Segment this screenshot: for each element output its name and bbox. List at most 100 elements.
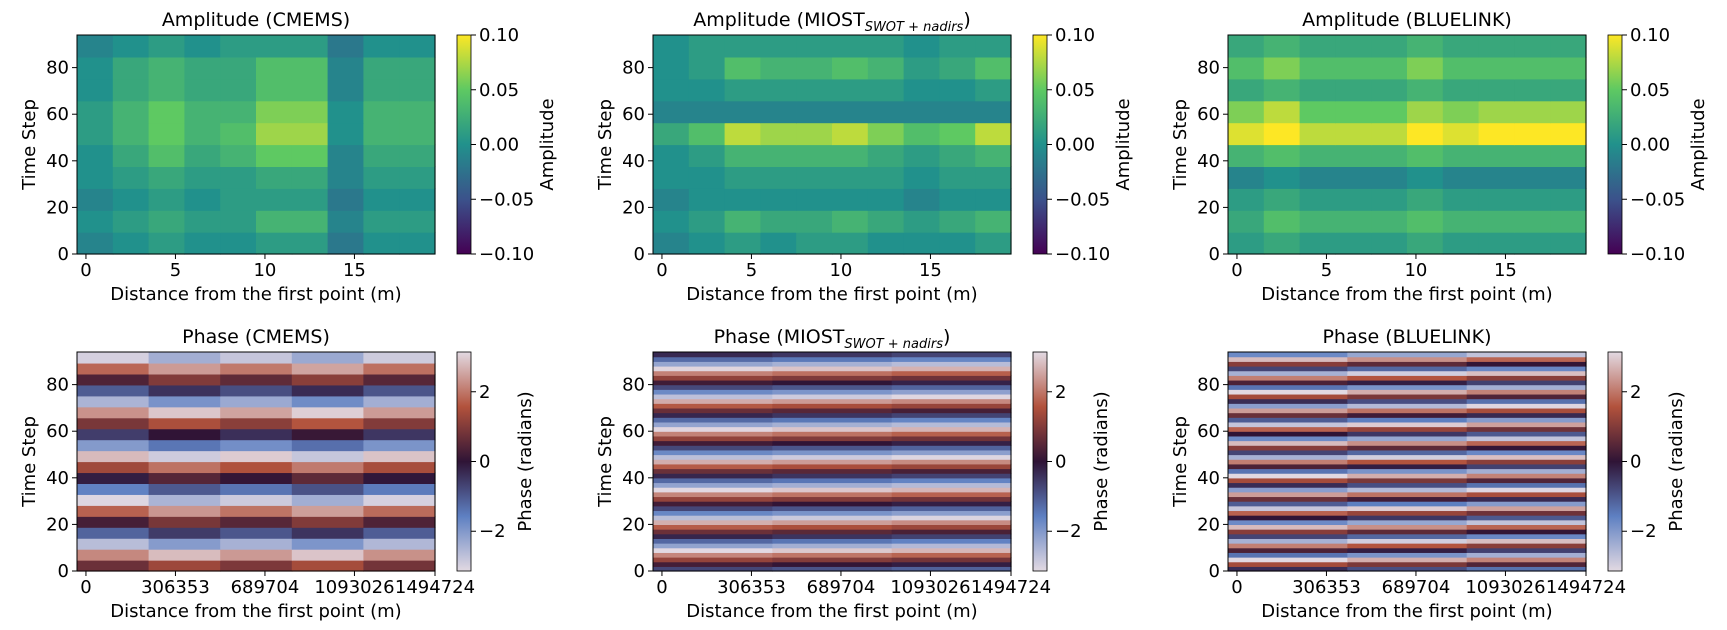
colorbar: [1607, 351, 1623, 572]
heatmap-cell: [1466, 375, 1587, 381]
heatmap-cell: [363, 384, 436, 397]
heatmap-cell: [1228, 524, 1348, 530]
heatmap-cell: [77, 516, 150, 528]
heatmap-cell: [653, 459, 773, 465]
heatmap-cell: [760, 78, 797, 102]
heatmap-cell: [1335, 144, 1372, 167]
heatmap-cell: [891, 473, 1012, 479]
heatmap-cell: [891, 557, 1012, 563]
heatmap-cell: [1466, 407, 1587, 414]
heatmap-cell: [1442, 35, 1480, 58]
heatmap-cell: [653, 56, 690, 80]
heatmap-cell: [77, 166, 114, 189]
heatmap-cell: [220, 100, 257, 124]
x-tick-label: 689704: [807, 577, 876, 598]
heatmap-cell: [653, 538, 773, 544]
heatmap-cell: [1466, 529, 1587, 535]
heatmap-cell: [1228, 482, 1348, 488]
heatmap-cell: [653, 473, 773, 479]
heatmap-cell: [903, 56, 940, 80]
heatmap-cell: [363, 439, 436, 452]
heatmap-cell: [1228, 421, 1348, 428]
heatmap-cell: [1228, 515, 1348, 521]
heatmap-cell: [256, 35, 293, 58]
heatmap-cell: [1299, 100, 1336, 124]
heatmap-cell: [1228, 352, 1348, 358]
panel-title: Amplitude (CMEMS): [162, 9, 350, 31]
heatmap-cell: [1347, 398, 1468, 404]
heatmap-cell: [1347, 482, 1468, 488]
heatmap-cell: [363, 210, 400, 233]
heatmap-cell: [867, 35, 905, 58]
heatmap-cell: [1299, 122, 1336, 146]
heatmap-cell: [1299, 144, 1336, 167]
x-axis-label: Distance from the first point (m): [686, 284, 977, 305]
x-tick-label: 15: [919, 260, 942, 281]
heatmap-cell: [363, 538, 436, 550]
heatmap-cell: [1347, 412, 1468, 418]
heatmap-cell: [148, 232, 185, 255]
x-tick-label: 306353: [1292, 577, 1361, 598]
title-end: ): [963, 9, 970, 31]
x-tick-label: 1494724: [971, 577, 1051, 598]
heatmap-cell: [1228, 356, 1348, 362]
heatmap-cell: [291, 406, 364, 419]
heatmap-cell: [291, 439, 364, 452]
heatmap-cell: [1371, 188, 1408, 211]
heatmap-cell: [724, 210, 761, 233]
heatmap-cell: [772, 435, 893, 442]
colorbar-label: Amplitude: [1688, 98, 1709, 190]
y-tick-label: 40: [1197, 468, 1220, 489]
heatmap-cell: [1335, 232, 1372, 255]
heatmap-cell: [220, 472, 293, 484]
heatmap-cell: [1228, 35, 1265, 58]
heatmap-cell: [891, 487, 1012, 493]
heatmap-cell: [291, 232, 329, 255]
colorbar-tick-label: 0.00: [1630, 135, 1670, 156]
heatmap-cell: [1442, 210, 1480, 233]
heatmap-cell: [653, 515, 773, 521]
heatmap-cell: [363, 406, 436, 419]
heatmap-cell: [903, 122, 940, 146]
heatmap-cell: [1466, 352, 1587, 358]
heatmap-cell: [1478, 122, 1515, 146]
heatmap-cell: [112, 210, 150, 233]
heatmap-cell: [363, 450, 436, 463]
heatmap-cell: [653, 566, 773, 572]
heatmap-cell: [220, 352, 293, 364]
x-tick-label: 10: [829, 260, 852, 281]
y-tick-label: 60: [46, 104, 69, 125]
heatmap-cell: [1466, 533, 1587, 539]
y-tick-label: 20: [622, 514, 645, 535]
heatmap-cell: [363, 362, 436, 375]
heatmap-cell: [1228, 487, 1348, 493]
heatmap-cell: [220, 144, 257, 167]
heatmap-cell: [891, 426, 1012, 432]
heatmap-cell: [1371, 78, 1408, 102]
heatmap-cell: [1228, 543, 1348, 549]
plot-frame: [1227, 351, 1587, 572]
heatmap-cell: [363, 461, 436, 474]
heatmap-cell: [291, 505, 364, 517]
heatmap-cell: [653, 431, 773, 437]
heatmap-cell: [653, 100, 690, 124]
heatmap-cell: [772, 407, 893, 414]
heatmap-cell: [1466, 482, 1587, 488]
heatmap-cell: [1407, 144, 1444, 167]
heatmap-cell: [1263, 188, 1301, 211]
heatmap-cell: [1228, 496, 1348, 502]
heatmap-cell: [772, 365, 893, 372]
heatmap-cell: [363, 35, 400, 58]
panel-title: Amplitude (MIOSTSWOT + nadirs): [693, 9, 970, 35]
y-axis-label: Time Step: [595, 416, 616, 508]
heatmap-cell: [760, 232, 797, 255]
heatmap-cell: [220, 494, 293, 506]
heatmap-cell: [772, 375, 893, 381]
heatmap-cell: [1263, 56, 1301, 80]
heatmap-cell: [148, 122, 185, 146]
heatmap-cell: [1466, 561, 1587, 567]
heatmap-cell: [220, 78, 257, 102]
heatmap-cell: [891, 533, 1012, 539]
x-tick-label: 0: [80, 577, 91, 598]
heatmap-cell: [772, 463, 893, 470]
